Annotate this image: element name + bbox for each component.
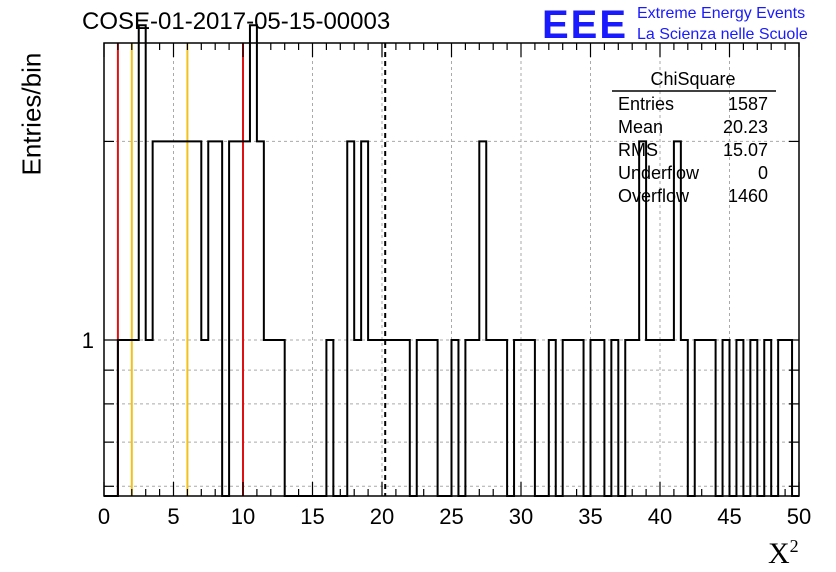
stats-label: RMS — [618, 140, 658, 160]
stats-value: 20.23 — [723, 117, 768, 137]
logo-subtitle-line2: La Scienza nelle Scuole — [637, 26, 808, 43]
stats-box: ChiSquare Entries 1587 Mean 20.23 RMS 15.07 Un… — [612, 69, 776, 206]
y-tick-label: 1 — [82, 328, 94, 353]
stats-value: 1460 — [728, 186, 768, 206]
x-tick-label: 35 — [578, 504, 602, 529]
axis-ticks: 0 5 10 15 20 25 30 35 40 45 50 1 — [82, 43, 811, 529]
eee-logo: EEE — [542, 3, 629, 47]
stats-title: ChiSquare — [650, 69, 735, 89]
x-tick-label: 0 — [98, 504, 110, 529]
stats-label: Underflow — [618, 163, 700, 183]
x-tick-label: 45 — [717, 504, 741, 529]
x-tick-label: 40 — [648, 504, 672, 529]
x-tick-label: 5 — [167, 504, 179, 529]
stats-label: Mean — [618, 117, 663, 137]
chart-title: COSE-01-2017-05-15-00003 — [82, 8, 391, 35]
x-tick-label: 15 — [300, 504, 324, 529]
logo-subtitle-line1: Extreme Energy Events — [637, 5, 806, 22]
x-tick-label: 20 — [370, 504, 394, 529]
x-axis-label: X2 — [768, 536, 799, 570]
stats-value: 0 — [758, 163, 768, 183]
stats-value: 15.07 — [723, 140, 768, 160]
x-tick-label: 10 — [231, 504, 255, 529]
x-tick-label: 30 — [509, 504, 533, 529]
stats-label: Entries — [618, 94, 674, 114]
x-tick-label: 25 — [439, 504, 463, 529]
reference-lines — [116, 43, 387, 496]
stats-value: 1587 — [728, 94, 768, 114]
histogram-outline — [104, 24, 799, 497]
stats-label: Overflow — [618, 186, 690, 206]
x-tick-label: 50 — [787, 504, 811, 529]
